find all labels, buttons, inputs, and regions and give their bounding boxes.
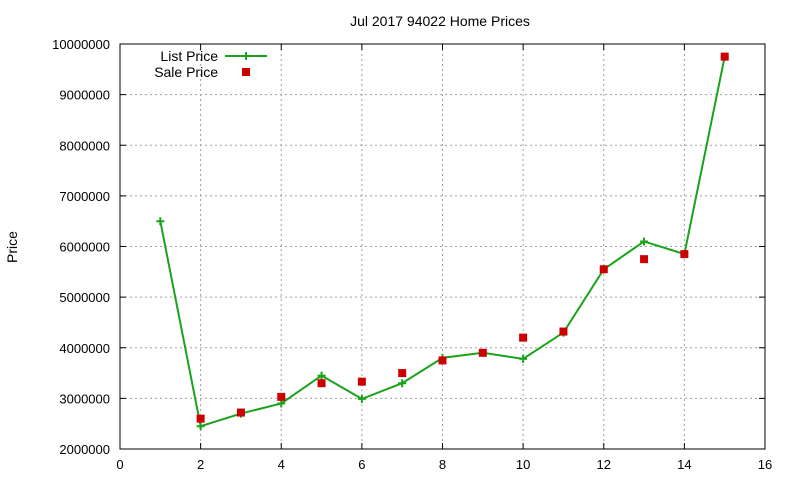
y-tick-label: 9000000 xyxy=(59,88,110,103)
y-tick-label: 2000000 xyxy=(59,442,110,457)
list-price-point xyxy=(357,394,366,403)
sale-price-point xyxy=(398,369,407,378)
x-tick-label: 12 xyxy=(597,457,611,472)
plot-border xyxy=(119,43,766,450)
x-tick-label: 8 xyxy=(439,457,446,472)
y-tick-label: 8000000 xyxy=(59,138,110,153)
list-price-point xyxy=(640,237,649,246)
series-sale-price xyxy=(196,52,729,423)
y-axis-label: Price xyxy=(4,231,20,263)
axes xyxy=(119,43,766,450)
y-tick-label: 10000000 xyxy=(52,37,110,52)
x-tick-labels: 0 2 4 6 8 10 12 14 16 xyxy=(116,457,772,472)
x-tick-label: 10 xyxy=(516,457,530,472)
sale-price-point xyxy=(640,255,649,264)
legend-label-sale-price: Sale Price xyxy=(154,64,218,80)
sale-price-point xyxy=(438,356,447,365)
y-tick-label: 5000000 xyxy=(59,290,110,305)
legend-label-list-price: List Price xyxy=(160,48,218,64)
grid xyxy=(120,44,765,449)
sale-price-point xyxy=(196,414,205,423)
sale-price-point xyxy=(680,250,689,259)
list-price-point xyxy=(156,217,165,226)
sale-price-point xyxy=(478,348,487,357)
x-tick-label: 0 xyxy=(116,457,123,472)
y-tick-label: 3000000 xyxy=(59,391,110,406)
y-tick-label: 6000000 xyxy=(59,240,110,255)
legend-marker-list-price xyxy=(242,52,250,60)
sale-price-point xyxy=(236,408,245,417)
sale-price-point xyxy=(357,377,366,386)
sale-price-point xyxy=(519,333,528,342)
sale-price-point xyxy=(720,52,729,61)
y-tick-labels: 2000000 3000000 4000000 5000000 6000000 70000… xyxy=(52,37,110,457)
x-tick-label: 4 xyxy=(278,457,285,472)
x-tick-label: 2 xyxy=(197,457,204,472)
list-price-point xyxy=(317,371,326,380)
sale-price-point xyxy=(317,379,326,388)
sale-price-point xyxy=(277,392,286,401)
y-tick-label: 4000000 xyxy=(59,341,110,356)
x-tick-label: 14 xyxy=(677,457,691,472)
legend-marker-sale-price xyxy=(242,68,250,76)
y-tick-label: 7000000 xyxy=(59,189,110,204)
sale-price-point xyxy=(599,265,608,274)
list-price-point xyxy=(519,354,528,363)
list-price-point xyxy=(196,422,205,431)
x-tick-label: 16 xyxy=(758,457,772,472)
chart-title: Jul 2017 94022 Home Prices xyxy=(350,13,530,29)
list-price-point xyxy=(398,379,407,388)
series xyxy=(156,52,729,431)
sale-price-point xyxy=(559,327,568,336)
x-tick-label: 6 xyxy=(358,457,365,472)
